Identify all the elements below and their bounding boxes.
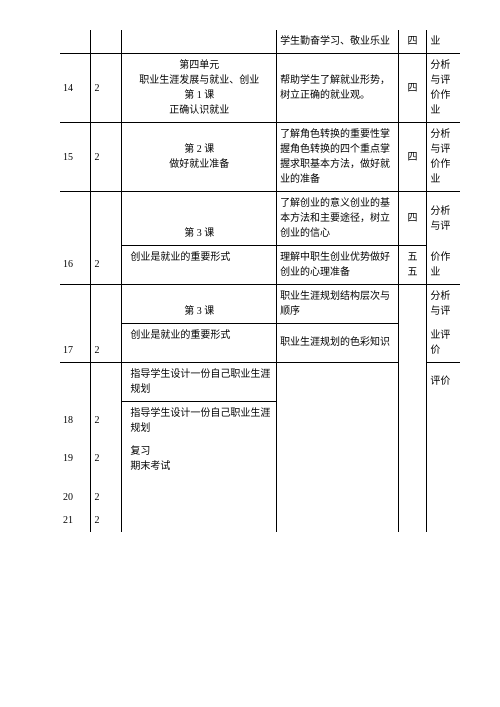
cell-eval: [427, 478, 460, 509]
cell-desc: 了解角色转换的重要性掌握角色转换的四个重点掌握求职基本方法，做好就业的准备: [277, 123, 399, 192]
cell-num: 16: [60, 246, 91, 285]
cell-content: 复习 期末考试: [122, 440, 277, 478]
cell-hours: 2: [91, 123, 122, 192]
cell-desc: [277, 401, 399, 440]
cell-eval: 业评价: [427, 324, 460, 363]
cell-hours: 2: [91, 324, 122, 363]
cell-desc: 职业生涯规划的色彩知识: [277, 324, 399, 363]
table-row: 21 2: [60, 509, 460, 532]
cell-content: 第四单元 职业生涯发展与就业、创业 第 1 课 正确认识就业: [122, 54, 277, 123]
cell-content: 第 3 课: [122, 285, 277, 324]
cell-hours: 2: [91, 478, 122, 509]
cell-num: [60, 192, 91, 246]
table-row: 17 2 创业是就业的重要形式 职业生涯规划的色彩知识 业评价: [60, 324, 460, 363]
cell-desc: 帮助学生了解就业形势，树立正确的就业观。: [277, 54, 399, 123]
cell-week: [398, 440, 427, 478]
cell-hours: [91, 285, 122, 324]
cell-hours: [91, 30, 122, 54]
cell-hours: 2: [91, 246, 122, 285]
cell-content: 指导学生设计一份自己职业生涯规划: [122, 401, 277, 440]
table-row: 第 3 课 了解创业的意义创业的基本方法和主要途径，树立创业的信心 四 分析与评: [60, 192, 460, 246]
document-page: 学生勤奋学习、敬业乐业 四 业 14 2 第四单元 职业生涯发展与就业、创业 第…: [0, 0, 500, 562]
cell-week: 四: [398, 54, 427, 123]
cell-eval: 分析与评价作业: [427, 123, 460, 192]
cell-desc: 学生勤奋学习、敬业乐业: [277, 30, 399, 54]
cell-week: [398, 509, 427, 532]
table-row: 14 2 第四单元 职业生涯发展与就业、创业 第 1 课 正确认识就业 帮助学生…: [60, 54, 460, 123]
cell-week: [398, 285, 427, 324]
table-row: 16 2 创业是就业的重要形式 理解中职生创业优势做好创业的心理准备 五 五 价…: [60, 246, 460, 285]
cell-eval: 分析与评: [427, 285, 460, 324]
cell-desc: [277, 509, 399, 532]
cell-desc: 了解创业的意义创业的基本方法和主要途径，树立创业的信心: [277, 192, 399, 246]
cell-week: 四: [398, 192, 427, 246]
cell-eval: 分析与评: [427, 192, 460, 246]
cell-desc: 职业生涯规划结构层次与顺序: [277, 285, 399, 324]
table-row: 指导学生设计一份自己职业生涯规划 评价: [60, 362, 460, 401]
cell-num: 14: [60, 54, 91, 123]
cell-eval: 价作业: [427, 246, 460, 285]
cell-content: [122, 509, 277, 532]
cell-desc: 理解中职生创业优势做好创业的心理准备: [277, 246, 399, 285]
cell-week: 四: [398, 123, 427, 192]
cell-num: [60, 30, 91, 54]
cell-hours: 2: [91, 440, 122, 478]
cell-num: [60, 285, 91, 324]
table-row: 第 3 课 职业生涯规划结构层次与顺序 分析与评: [60, 285, 460, 324]
cell-num: 20: [60, 478, 91, 509]
cell-week: [398, 478, 427, 509]
cell-content: [122, 30, 277, 54]
cell-eval: 评价: [427, 362, 460, 401]
cell-eval: 分析与评价作业: [427, 54, 460, 123]
schedule-table: 学生勤奋学习、敬业乐业 四 业 14 2 第四单元 职业生涯发展与就业、创业 第…: [60, 30, 460, 532]
cell-hours: [91, 192, 122, 246]
cell-content: 第 3 课: [122, 192, 277, 246]
cell-content: [122, 478, 277, 509]
cell-num: 21: [60, 509, 91, 532]
cell-num: 18: [60, 401, 91, 440]
cell-num: 15: [60, 123, 91, 192]
table-row: 18 2 指导学生设计一份自己职业生涯规划: [60, 401, 460, 440]
cell-week: 四: [398, 30, 427, 54]
table-row: 15 2 第 2 课 做好就业准备 了解角色转换的重要性掌握角色转换的四个重点掌…: [60, 123, 460, 192]
cell-eval: [427, 440, 460, 478]
cell-content: 创业是就业的重要形式: [122, 246, 277, 285]
cell-content: 第 2 课 做好就业准备: [122, 123, 277, 192]
cell-hours: 2: [91, 401, 122, 440]
cell-hours: [91, 362, 122, 401]
table-row: 20 2: [60, 478, 460, 509]
table-row: 学生勤奋学习、敬业乐业 四 业: [60, 30, 460, 54]
cell-hours: 2: [91, 54, 122, 123]
cell-num: 19: [60, 440, 91, 478]
cell-content: 指导学生设计一份自己职业生涯规划: [122, 362, 277, 401]
cell-content: 创业是就业的重要形式: [122, 324, 277, 363]
cell-week: [398, 324, 427, 363]
cell-week: 五 五: [398, 246, 427, 285]
cell-num: [60, 362, 91, 401]
cell-desc: [277, 440, 399, 478]
cell-desc: [277, 362, 399, 401]
cell-eval: [427, 401, 460, 440]
cell-num: 17: [60, 324, 91, 363]
cell-eval: [427, 509, 460, 532]
cell-desc: [277, 478, 399, 509]
cell-eval: 业: [427, 30, 460, 54]
table-row: 19 2 复习 期末考试: [60, 440, 460, 478]
cell-week: [398, 401, 427, 440]
cell-hours: 2: [91, 509, 122, 532]
cell-week: [398, 362, 427, 401]
